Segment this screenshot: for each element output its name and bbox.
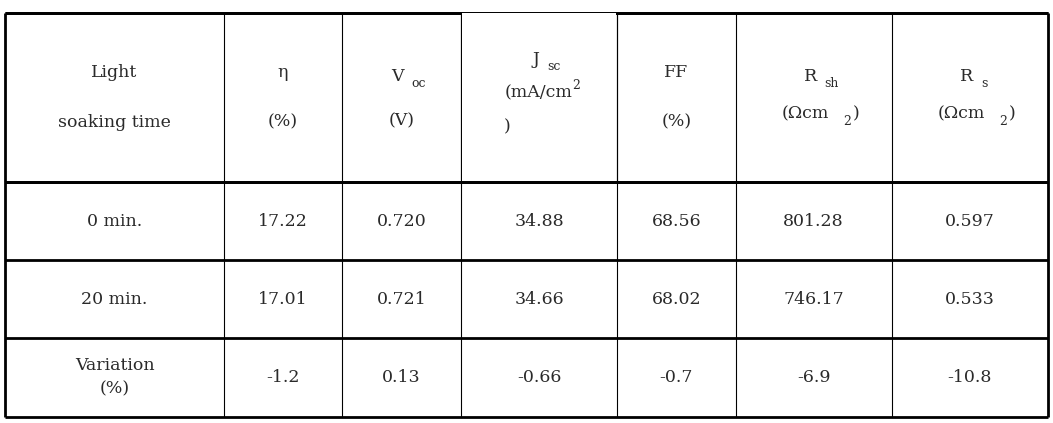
Text: -10.8: -10.8 (948, 369, 992, 386)
Text: 34.88: 34.88 (514, 212, 563, 230)
Text: 68.02: 68.02 (652, 291, 701, 308)
Text: sh: sh (824, 77, 839, 90)
Text: FF

(%): FF (%) (661, 64, 692, 131)
Text: ): ) (508, 96, 514, 113)
Text: -0.66: -0.66 (517, 369, 561, 386)
Text: oc: oc (412, 77, 425, 90)
Text: -1.2: -1.2 (266, 369, 300, 386)
Text: 801.28: 801.28 (783, 212, 843, 230)
Text: 0.597: 0.597 (945, 212, 995, 230)
Text: 2: 2 (570, 91, 578, 104)
Text: J: J (533, 51, 539, 68)
Text: sc: sc (548, 60, 560, 73)
Text: sc: sc (548, 60, 560, 73)
Text: η

(%): η (%) (267, 64, 298, 131)
Text: s: s (981, 77, 988, 90)
Text: 2: 2 (843, 115, 851, 128)
Text: ): ) (852, 106, 859, 123)
Text: 20 min.: 20 min. (81, 291, 147, 308)
Text: 17.22: 17.22 (258, 212, 307, 230)
Text: V: V (392, 68, 403, 85)
Text: 0.720: 0.720 (377, 212, 426, 230)
Text: Light

soaking time: Light soaking time (58, 64, 171, 131)
Text: -0.7: -0.7 (659, 369, 693, 386)
Bar (462, 13, 616, 181)
Text: 746.17: 746.17 (783, 291, 845, 308)
Text: ): ) (504, 118, 511, 135)
Text: (mA/cm: (mA/cm (505, 81, 573, 98)
Text: 2: 2 (572, 79, 580, 92)
Text: (Ωcm: (Ωcm (937, 106, 985, 123)
Text: 17.01: 17.01 (258, 291, 307, 308)
Text: 34.66: 34.66 (514, 291, 563, 308)
Text: (V): (V) (389, 112, 415, 129)
Text: 0.721: 0.721 (377, 291, 426, 308)
Text: -6.9: -6.9 (797, 369, 831, 386)
Text: 0.533: 0.533 (945, 291, 995, 308)
Text: 68.56: 68.56 (652, 212, 701, 230)
Text: 0.13: 0.13 (382, 369, 421, 386)
Text: 2: 2 (999, 115, 1008, 128)
Text: 0 min.: 0 min. (87, 212, 142, 230)
Text: J: J (533, 51, 539, 68)
Text: R: R (960, 68, 973, 85)
Text: (mA/cm: (mA/cm (505, 85, 573, 102)
Text: ): ) (1009, 106, 1015, 123)
Text: Variation
(%): Variation (%) (75, 357, 155, 398)
Text: R: R (803, 68, 817, 85)
Text: (Ωcm: (Ωcm (781, 106, 829, 123)
